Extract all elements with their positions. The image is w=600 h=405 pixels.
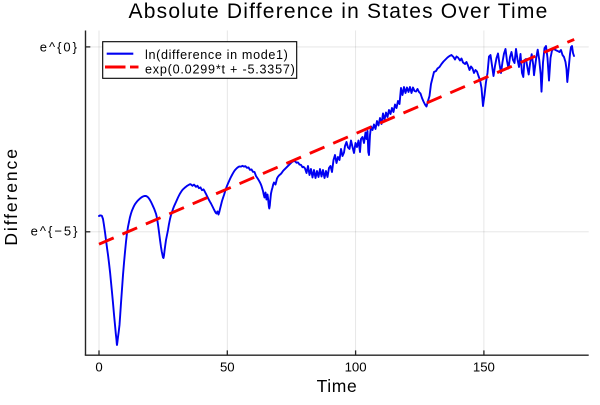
- svg-text:Difference: Difference: [1, 147, 21, 245]
- svg-text:exp(0.0299*t + -5.3357): exp(0.0299*t + -5.3357): [145, 62, 296, 76]
- svg-text:Time: Time: [317, 376, 358, 396]
- svg-text:Absolute Difference in States: Absolute Difference in States Over Time: [129, 0, 549, 23]
- svg-text:ln(difference in mode1): ln(difference in mode1): [145, 48, 289, 62]
- svg-text:e^{−5}: e^{−5}: [31, 223, 80, 238]
- svg-text:150: 150: [473, 360, 495, 375]
- svg-text:100: 100: [345, 360, 367, 375]
- svg-text:50: 50: [220, 360, 235, 375]
- svg-text:0: 0: [95, 360, 102, 375]
- svg-text:e^{0}: e^{0}: [40, 40, 79, 55]
